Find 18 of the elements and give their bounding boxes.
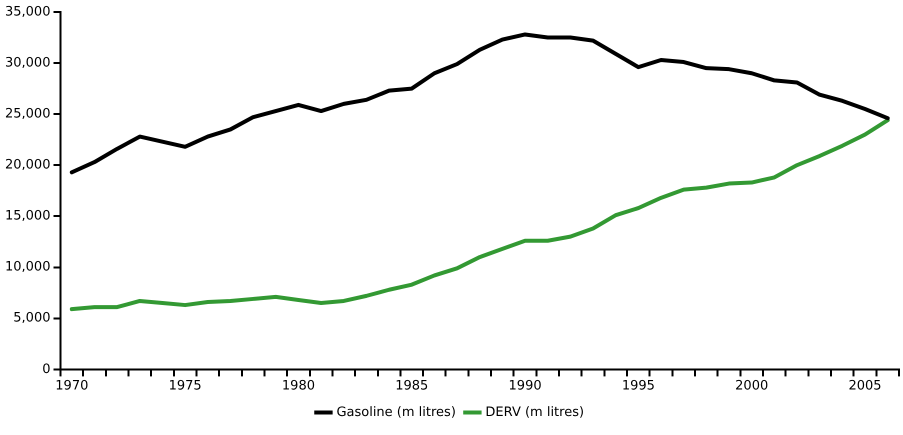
legend-label: DERV (m litres) bbox=[485, 404, 584, 420]
y-tick-label: 25,000 bbox=[4, 106, 50, 122]
x-tick-label: 1985 bbox=[395, 378, 428, 394]
y-tick-label: 35,000 bbox=[4, 4, 50, 20]
y-tick-label: 5,000 bbox=[13, 310, 50, 326]
x-tick-label: 1995 bbox=[622, 378, 655, 394]
x-tick-label: 2005 bbox=[848, 378, 882, 394]
x-tick-label: 2000 bbox=[735, 378, 768, 394]
x-tick-label: 1980 bbox=[282, 378, 315, 394]
y-tick-label: 15,000 bbox=[4, 208, 50, 224]
y-tick-label: 0 bbox=[42, 362, 50, 377]
x-tick-label: 1990 bbox=[508, 378, 542, 394]
x-tick-label: 1970 bbox=[55, 378, 88, 394]
y-tick-label: 30,000 bbox=[4, 55, 50, 70]
legend-label: Gasoline (m litres) bbox=[336, 404, 456, 420]
y-tick-label: 20,000 bbox=[4, 158, 50, 173]
x-tick-label: 1975 bbox=[168, 378, 202, 394]
y-tick-label: 10,000 bbox=[4, 260, 50, 275]
